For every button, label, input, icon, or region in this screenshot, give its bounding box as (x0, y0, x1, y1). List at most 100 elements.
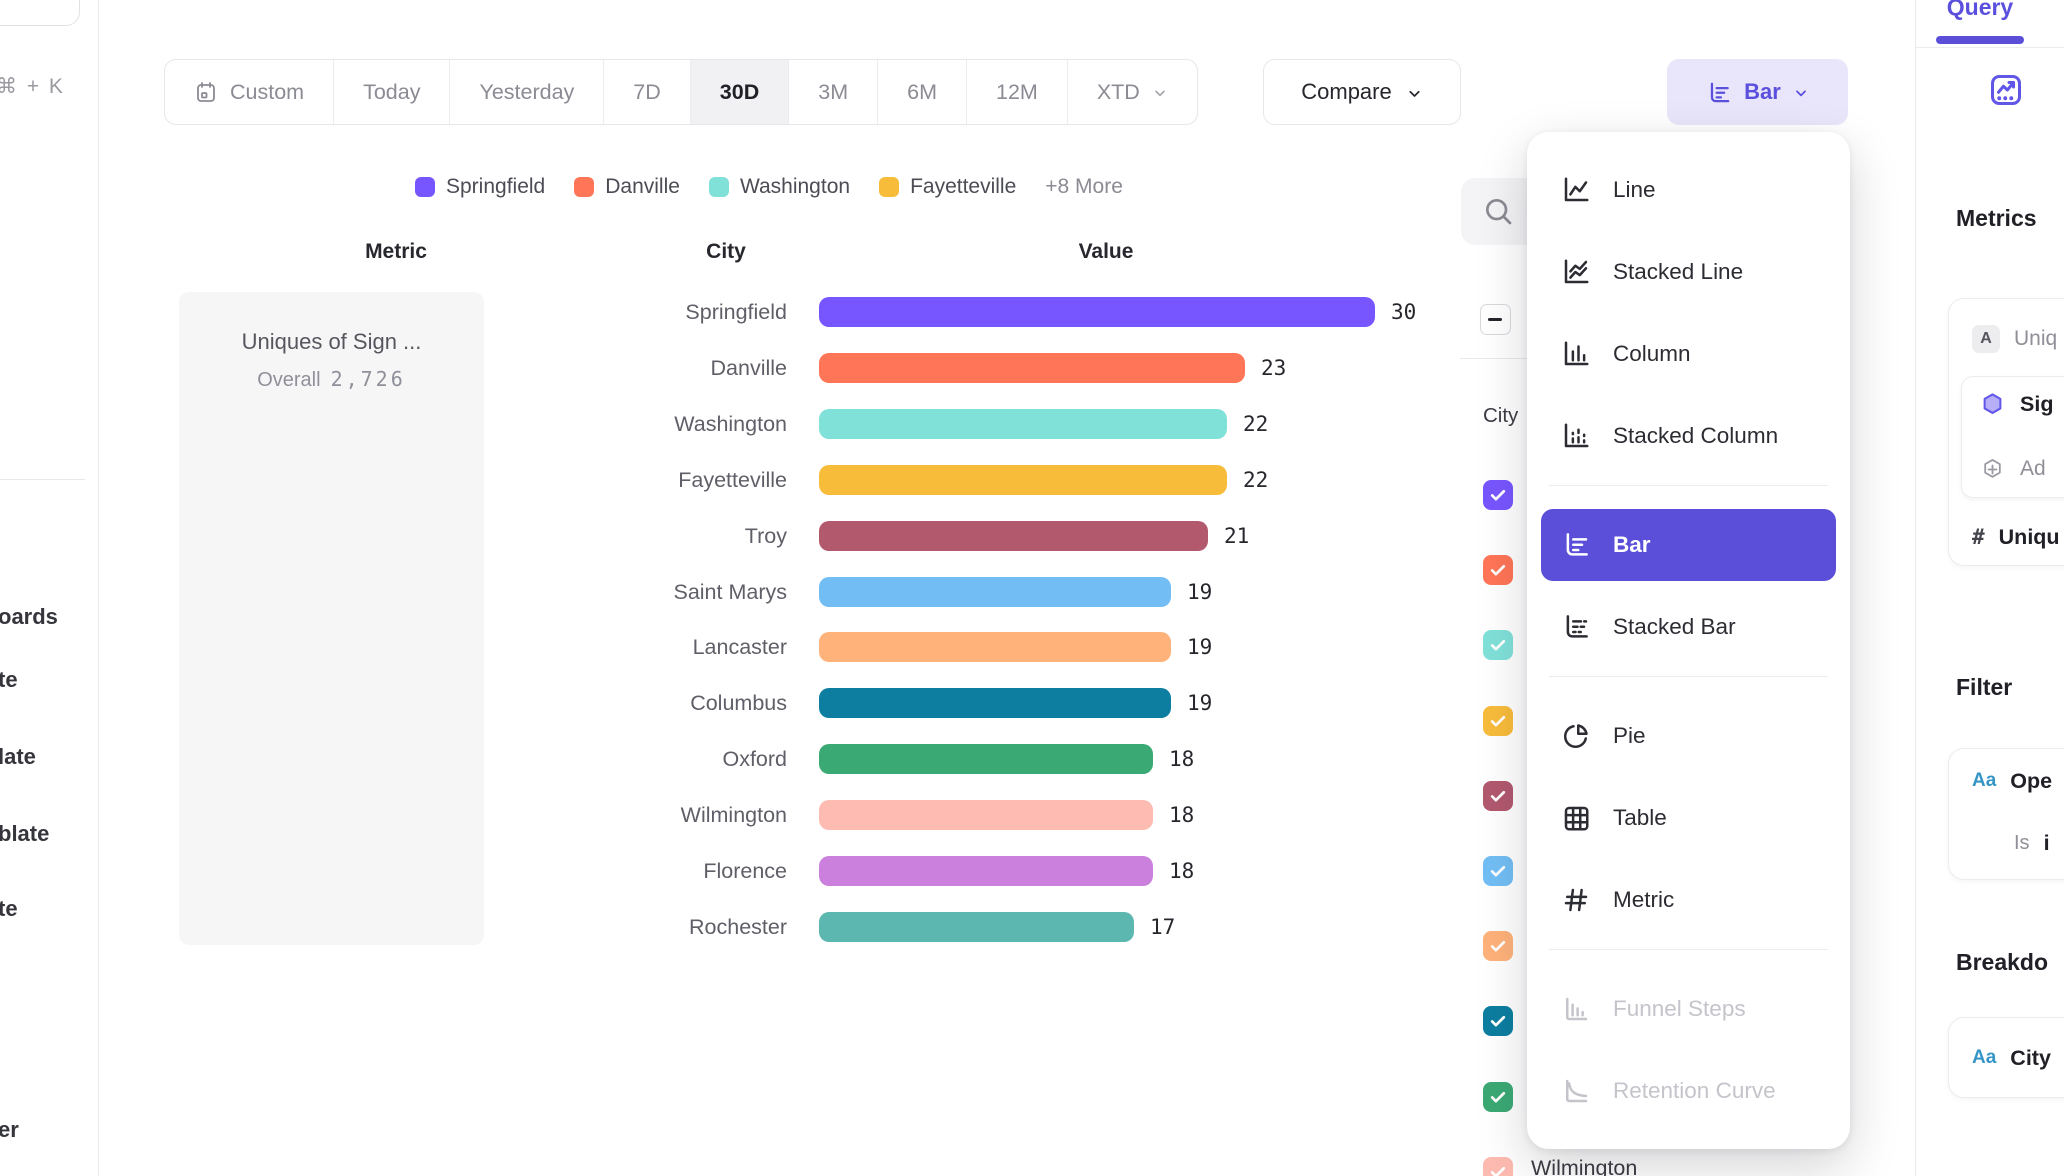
legend-item[interactable]: Springfield (415, 175, 545, 199)
tab-query[interactable]: Query (1946, 0, 2014, 20)
bar-segment[interactable] (819, 409, 1227, 439)
menu-item-label: Line (1613, 177, 1656, 202)
legend-item[interactable]: Fayetteville (879, 175, 1016, 199)
aggregate-row[interactable]: # Uniqu (1972, 522, 2060, 552)
bar-value-label: 17 (1150, 915, 1176, 939)
bar-value-label: 19 (1187, 691, 1213, 715)
legend-label: Fayetteville (910, 175, 1017, 198)
pie-chart-icon (1564, 724, 1588, 748)
chart-row-springfield: Springfield 30 (0, 297, 2064, 327)
city-checkbox[interactable] (1483, 555, 1513, 585)
hash-icon: # (1972, 525, 1985, 549)
menu-item-column[interactable]: Column (1541, 318, 1836, 390)
column-header-value[interactable]: Value (1040, 240, 1180, 264)
add-plus-icon (1979, 456, 2006, 483)
legend-label: Washington (739, 175, 851, 198)
bar-category-label: Fayetteville (678, 468, 787, 492)
bar-segment[interactable] (819, 577, 1171, 607)
bar-segment[interactable] (819, 632, 1171, 662)
check-icon (1490, 1015, 1506, 1027)
compare-button[interactable]: Compare (1263, 59, 1461, 125)
bar-value-label: 21 (1224, 524, 1250, 548)
bar-segment[interactable] (819, 744, 1153, 774)
bar-value-label: 19 (1187, 580, 1213, 604)
chevron-down-icon (1155, 90, 1165, 96)
city-checkbox[interactable] (1483, 931, 1513, 961)
date-range-today[interactable]: Today (333, 60, 449, 124)
legend-item[interactable]: Danville (574, 175, 680, 199)
bar-segment[interactable] (819, 353, 1245, 383)
bar-segment[interactable] (819, 521, 1208, 551)
sidebar-search-stub[interactable] (0, 0, 80, 26)
legend-item[interactable]: Washington (708, 175, 851, 199)
header-value-label: Value (1078, 240, 1134, 263)
city-checkbox[interactable] (1483, 1082, 1513, 1112)
date-range-30d[interactable]: 30D (689, 60, 789, 124)
menu-item-pie[interactable]: Pie (1541, 700, 1836, 772)
date-range-xtd[interactable]: XTD (1066, 60, 1197, 124)
menu-item-stacked-bar[interactable]: Stacked Bar (1541, 591, 1836, 663)
legend-swatch (574, 177, 595, 197)
metric-overall: Overall 2,726 (179, 367, 484, 392)
chevron-down-icon (1795, 90, 1806, 97)
city-checkbox[interactable] (1483, 480, 1513, 510)
breakdown-row[interactable]: Aa City (1972, 1043, 2051, 1073)
city-checkbox[interactable] (1483, 856, 1513, 886)
menu-item-stacked-line[interactable]: Stacked Line (1541, 236, 1836, 308)
sidebar-item[interactable]: late (0, 744, 36, 769)
chart-type-button[interactable]: Bar (1667, 59, 1848, 125)
sidebar-item[interactable]: te (0, 667, 18, 692)
bar-segment[interactable] (819, 688, 1171, 718)
event-row[interactable]: Sig (1979, 389, 2053, 419)
filter-operator-row[interactable]: Is i (2014, 828, 2050, 858)
overall-label: Overall (257, 369, 321, 391)
insights-chart-icon[interactable] (1988, 72, 2024, 108)
chart-row-troy: Troy 21 (0, 521, 2064, 551)
filter-property-row[interactable]: Aa Ope (1972, 766, 2052, 796)
legend-more[interactable]: +8 More (1045, 175, 1123, 198)
stacked-column-icon (1564, 423, 1589, 448)
menu-item-metric[interactable]: Metric (1541, 864, 1836, 936)
city-checkbox[interactable] (1483, 630, 1513, 660)
select-all-checkbox[interactable] (1480, 304, 1511, 335)
insights-chart-icon (1991, 75, 2021, 105)
menu-item-label: Table (1613, 805, 1667, 830)
add-label: Ad (2020, 457, 2046, 480)
sidebar-item[interactable]: blate (0, 821, 50, 846)
filter-column-label: City (1483, 404, 1519, 427)
city-checkbox[interactable] (1483, 1157, 1513, 1176)
menu-item-line[interactable]: Line (1541, 154, 1836, 226)
bar-segment[interactable] (819, 465, 1227, 495)
sidebar-item[interactable]: oards (0, 604, 58, 629)
hexagon-plus-icon (1984, 458, 2001, 478)
date-range-3m[interactable]: 3M (788, 60, 877, 124)
bar-segment[interactable] (819, 800, 1153, 830)
date-range-custom[interactable]: Custom (165, 60, 333, 124)
bar-segment[interactable] (819, 297, 1375, 327)
date-range-12m[interactable]: 12M (965, 60, 1067, 124)
measurement-label: Uniq (2014, 327, 2058, 350)
chart-row-danville: Danville 23 (0, 353, 2064, 383)
measurement-row[interactable]: A Uniq (1972, 324, 2057, 354)
menu-item-bar[interactable]: Bar (1541, 509, 1836, 581)
city-checkbox[interactable] (1483, 1006, 1513, 1036)
date-range-yesterday[interactable]: Yesterday (449, 60, 603, 124)
bar-segment[interactable] (819, 856, 1153, 886)
date-range-label: 7D (633, 79, 661, 104)
date-range-7d[interactable]: 7D (603, 60, 689, 124)
city-checkbox[interactable] (1483, 706, 1513, 736)
filter-card: Aa Ope Is i (1948, 748, 2064, 880)
stacked-line-icon (1564, 259, 1589, 284)
sidebar-item[interactable]: te (0, 896, 18, 921)
city-checkbox[interactable] (1483, 781, 1513, 811)
column-header-city[interactable]: City (660, 240, 800, 264)
sidebar-item[interactable]: er (0, 1117, 19, 1142)
bar-segment[interactable] (819, 912, 1134, 942)
column-header-metric[interactable]: Metric (330, 240, 470, 264)
add-filter-row[interactable]: Ad (1979, 454, 2046, 484)
menu-item-table[interactable]: Table (1541, 782, 1836, 854)
date-range-6m[interactable]: 6M (877, 60, 966, 124)
menu-item-stacked-column[interactable]: Stacked Column (1541, 400, 1836, 472)
metric-card[interactable]: Uniques of Sign ... Overall 2,726 (179, 292, 484, 945)
chevron-down-icon (1793, 79, 1809, 105)
